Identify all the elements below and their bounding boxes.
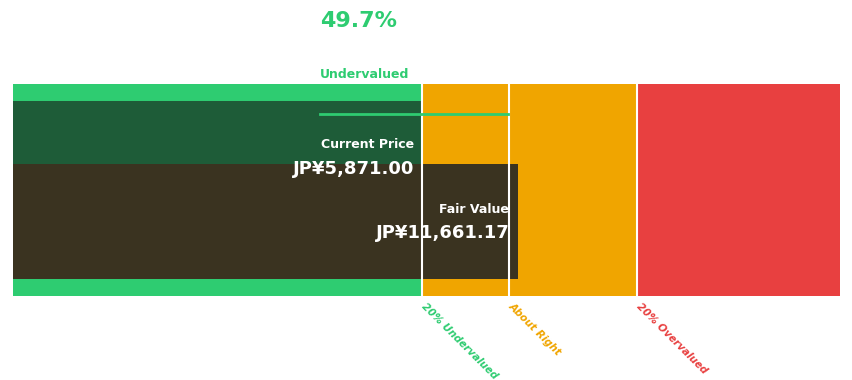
- Bar: [13, 84, 422, 296]
- Text: 20% Undervalued: 20% Undervalued: [419, 301, 498, 380]
- Text: 49.7%: 49.7%: [320, 11, 396, 32]
- Text: Current Price: Current Price: [320, 138, 413, 151]
- Text: JP¥11,661.17: JP¥11,661.17: [375, 224, 509, 242]
- Text: Undervalued: Undervalued: [320, 68, 409, 81]
- Bar: [422, 84, 509, 296]
- Bar: [13, 101, 422, 215]
- Text: JP¥5,871.00: JP¥5,871.00: [292, 160, 413, 179]
- Text: Fair Value: Fair Value: [439, 203, 509, 216]
- Bar: [13, 165, 517, 279]
- Text: 20% Overvalued: 20% Overvalued: [634, 301, 708, 375]
- Bar: [509, 84, 636, 296]
- Text: About Right: About Right: [506, 301, 562, 357]
- Bar: [636, 84, 839, 296]
